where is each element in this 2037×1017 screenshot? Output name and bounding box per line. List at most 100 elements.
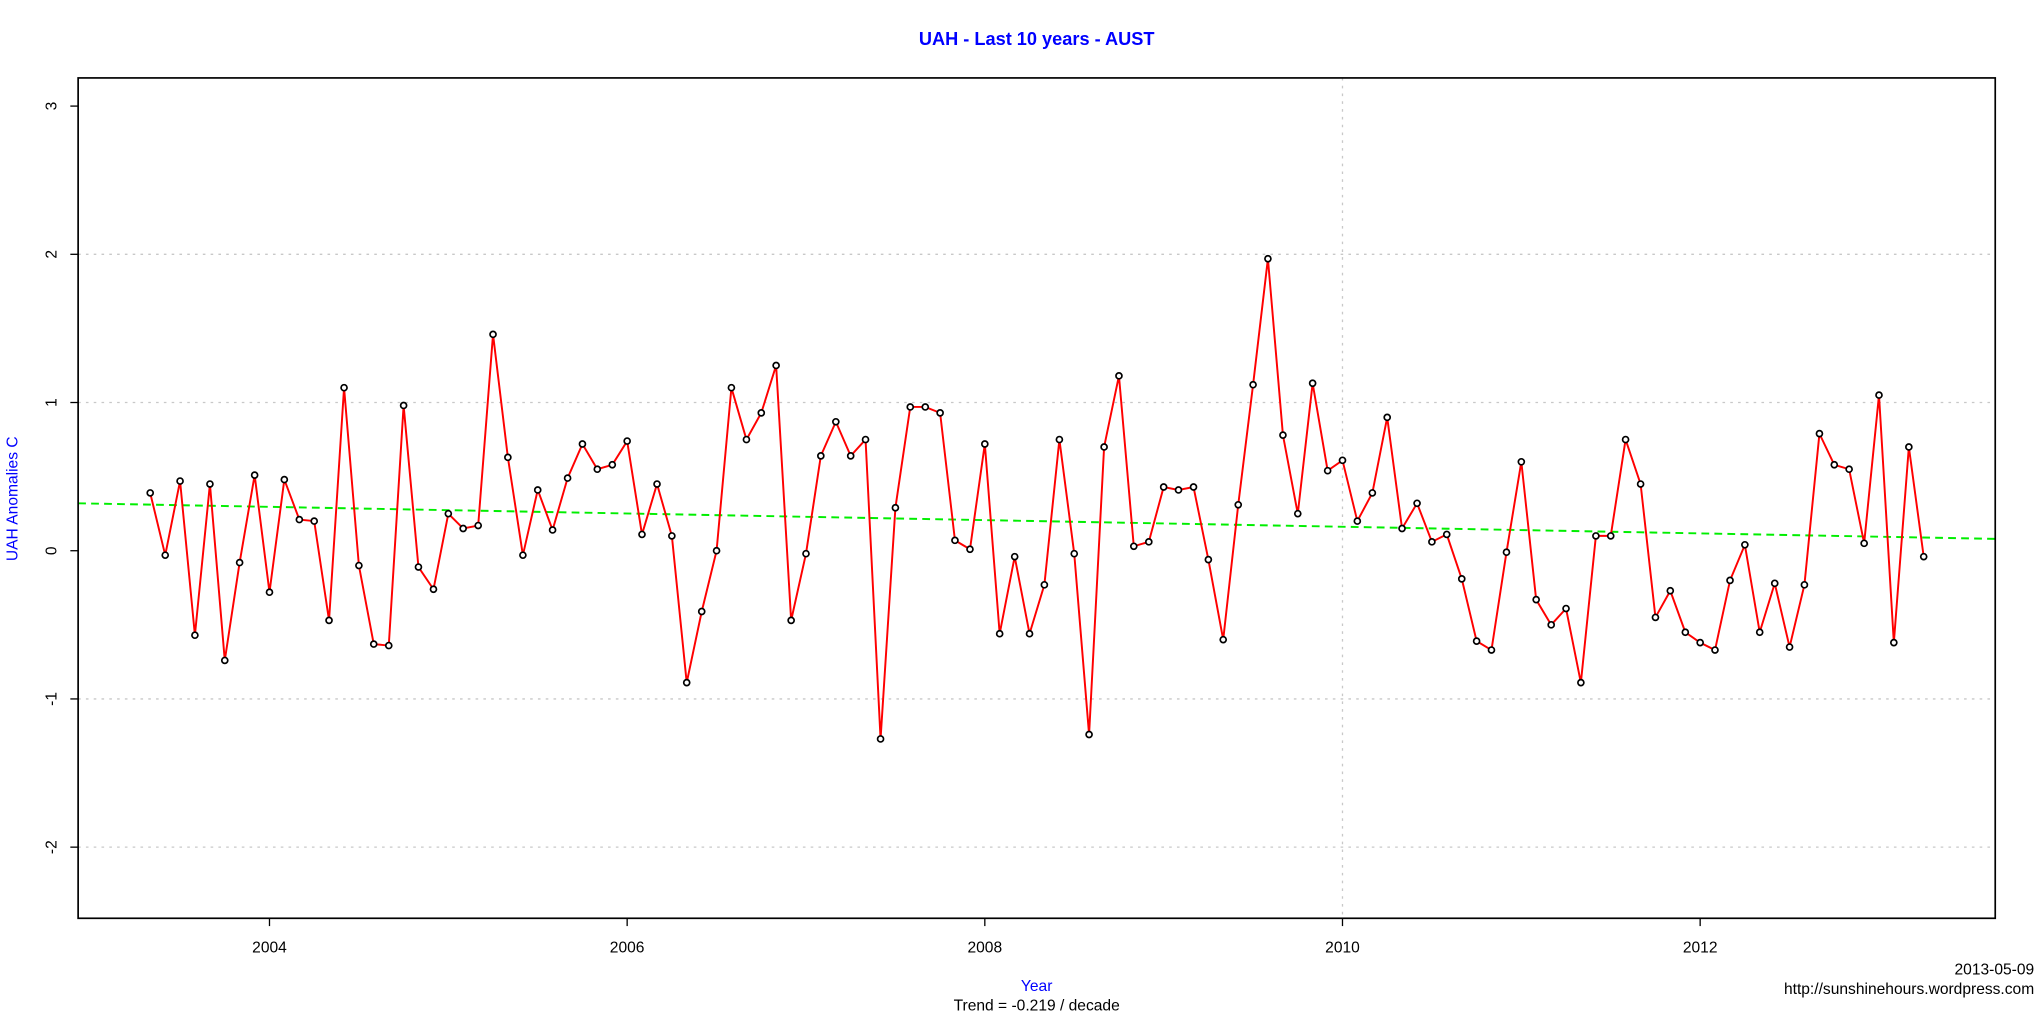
data-point — [1010, 552, 1019, 561]
data-point — [1711, 646, 1719, 654]
data-point — [1845, 465, 1853, 474]
data-point — [265, 588, 274, 597]
data-point — [1100, 443, 1108, 451]
chart-title: UAH - Last 10 years - AUST — [919, 29, 1155, 49]
data-point — [1785, 643, 1794, 651]
data-point — [325, 616, 333, 625]
data-point — [1144, 537, 1153, 546]
data-point — [787, 616, 795, 625]
data-point — [1800, 580, 1809, 589]
data-point — [444, 509, 453, 518]
data-point — [1204, 555, 1213, 564]
trend-text: Trend = -0.219 / decade — [954, 998, 1120, 1015]
data-point — [816, 452, 825, 460]
data-point — [399, 401, 408, 410]
data-point — [1368, 489, 1377, 497]
data-point — [1413, 499, 1421, 508]
data-point — [1428, 537, 1436, 546]
data-point — [608, 460, 617, 469]
data-point — [1919, 552, 1928, 561]
data-point — [1755, 628, 1764, 637]
y-tick-label: 0 — [43, 546, 60, 555]
data-point — [1815, 429, 1824, 438]
data-point — [1636, 480, 1645, 488]
data-point — [1264, 254, 1272, 263]
data-point — [1726, 576, 1734, 585]
data-point — [772, 361, 780, 370]
data-point — [519, 551, 527, 560]
data-point — [1055, 435, 1064, 444]
data-point — [1696, 638, 1704, 647]
data-point — [995, 629, 1004, 638]
data-point — [742, 435, 751, 444]
data-point — [668, 532, 676, 540]
data-point — [1875, 391, 1883, 399]
data-point — [980, 440, 989, 448]
data-point — [1398, 524, 1406, 533]
data-point — [1040, 580, 1049, 589]
data-point — [697, 607, 706, 616]
data-point — [1025, 629, 1034, 638]
y-tick-label: 2 — [43, 250, 60, 259]
data-point — [146, 489, 155, 497]
data-point — [191, 631, 199, 640]
data-point — [548, 526, 557, 534]
data-line — [149, 258, 1925, 740]
data-point — [1666, 586, 1675, 595]
data-point — [1129, 542, 1138, 551]
data-point — [936, 409, 944, 417]
data-point — [1606, 532, 1615, 540]
data-point — [280, 475, 289, 484]
data-point — [1502, 548, 1511, 557]
data-point — [235, 558, 244, 567]
data-point — [340, 383, 348, 392]
data-point — [1085, 730, 1093, 739]
data-point — [1070, 549, 1079, 558]
data-point — [1487, 646, 1496, 654]
data-point — [161, 551, 170, 560]
x-tick-label: 2006 — [610, 939, 645, 956]
data-point — [1770, 579, 1779, 588]
data-point — [206, 480, 214, 488]
data-point — [1651, 613, 1660, 622]
data-point — [1457, 575, 1466, 583]
data-point — [653, 480, 661, 488]
data-point — [1681, 628, 1690, 637]
date-text: 2013-05-09 — [1955, 961, 2035, 978]
data-point — [951, 536, 959, 545]
data-point — [1905, 443, 1913, 451]
data-point — [1159, 483, 1168, 491]
data-point — [1115, 372, 1123, 380]
x-tick-label: 2012 — [1683, 939, 1718, 956]
data-point — [250, 471, 259, 479]
data-point — [1308, 379, 1317, 388]
data-point — [414, 563, 423, 571]
y-tick-label: -1 — [43, 692, 60, 706]
data-point — [1293, 509, 1302, 518]
data-point — [1234, 500, 1243, 509]
data-point — [355, 561, 363, 570]
data-point — [921, 403, 930, 411]
data-point — [623, 437, 631, 445]
data-point — [876, 735, 885, 743]
data-point — [1353, 517, 1362, 525]
data-point — [1219, 635, 1228, 644]
data-point — [310, 517, 319, 525]
x-tick-label: 2010 — [1325, 939, 1360, 956]
x-axis-label: Year — [1021, 978, 1052, 995]
data-point — [1517, 457, 1526, 466]
data-point — [1189, 483, 1198, 491]
data-point — [578, 440, 587, 448]
y-axis-label: UAH Anomalies C — [4, 436, 21, 561]
data-point — [906, 403, 915, 411]
data-point — [1741, 540, 1749, 549]
data-point — [966, 545, 974, 554]
data-point — [1383, 413, 1392, 422]
y-tick-label: 1 — [43, 398, 60, 407]
data-point — [1577, 678, 1585, 687]
data-point — [220, 656, 229, 665]
data-point — [384, 641, 393, 650]
x-tick-label: 2008 — [967, 939, 1002, 956]
data-point — [832, 417, 840, 426]
